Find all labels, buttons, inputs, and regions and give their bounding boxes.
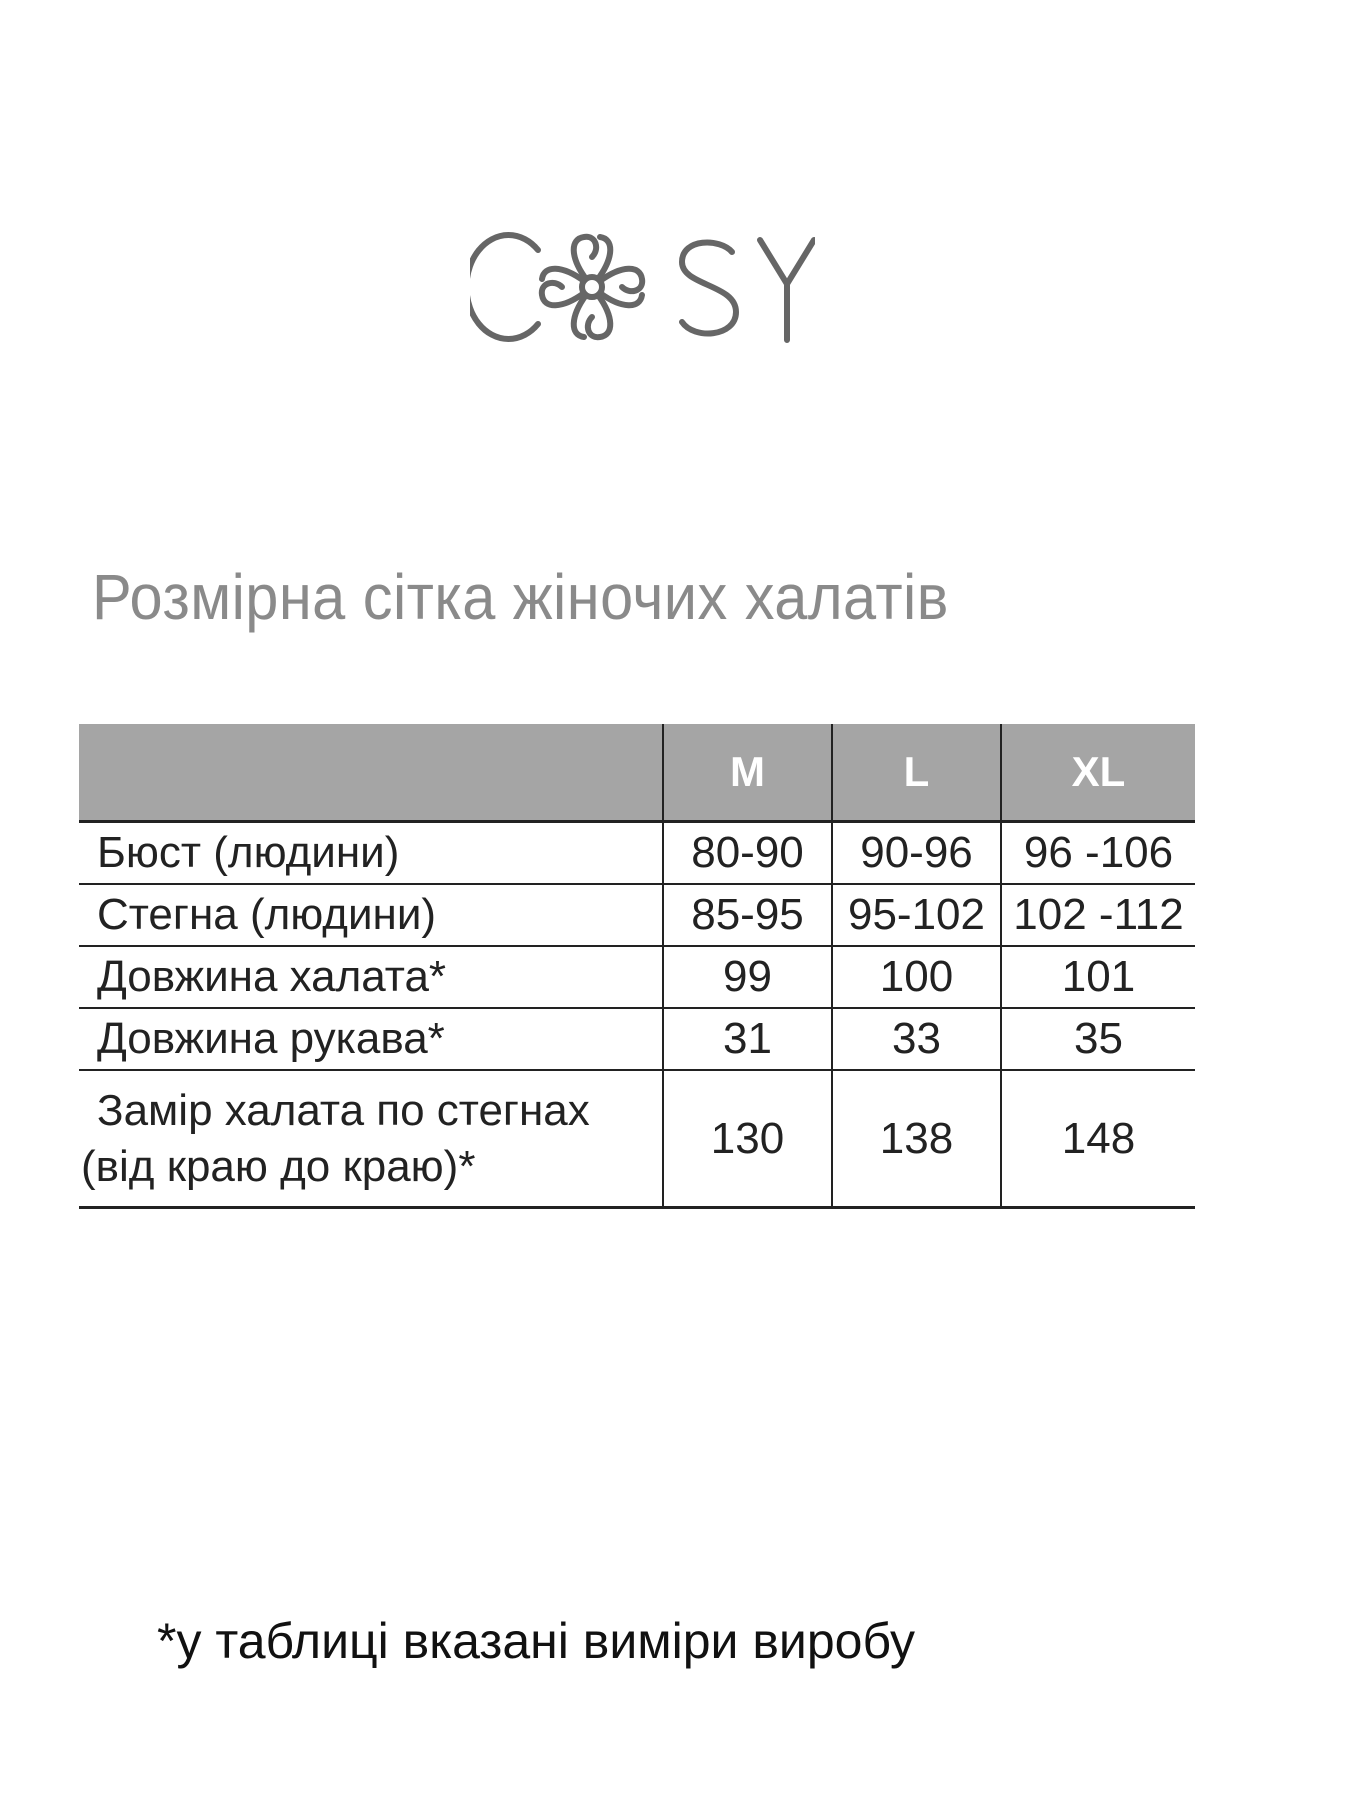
cell: 102 -112 — [1001, 884, 1195, 947]
cosy-logo — [470, 232, 815, 343]
cell: 99 — [663, 946, 833, 1009]
size-table: M L XL Бюст (людини) 80-90 90-96 96 -106… — [79, 724, 1195, 1209]
logo-letter-c — [470, 232, 541, 342]
table-row: Стегна (людини) 85-95 95-102 102 -112 — [79, 884, 1195, 947]
cell: 31 — [663, 1008, 833, 1071]
page-title: Розмірна сітка жіночих халатів — [92, 561, 949, 633]
table-row: Бюст (людини) 80-90 90-96 96 -106 — [79, 821, 1195, 885]
table-row: Довжина халата* 99 100 101 — [79, 946, 1195, 1009]
cell: 85-95 — [663, 884, 833, 947]
row-label: Замір халата по стегнах (від краю до кра… — [79, 1070, 664, 1209]
logo-letter-y — [757, 237, 815, 343]
cell: 35 — [1001, 1008, 1195, 1071]
cell: 148 — [1001, 1070, 1195, 1209]
cell: 100 — [832, 946, 1002, 1009]
header-size-l: L — [832, 724, 1002, 823]
row-label-line-1: Замір халата по стегнах — [97, 1085, 590, 1135]
row-label: Довжина халата* — [79, 946, 664, 1009]
cell: 101 — [1001, 946, 1195, 1009]
header-size-xl: XL — [1001, 724, 1195, 823]
cell: 138 — [832, 1070, 1002, 1209]
flower-knot-icon — [542, 233, 642, 337]
row-label: Довжина рукава* — [79, 1008, 664, 1071]
table-header-row: M L XL — [79, 724, 1195, 823]
row-label-line-2: (від краю до краю)* — [81, 1141, 476, 1191]
cell: 130 — [663, 1070, 833, 1209]
header-size-m: M — [663, 724, 833, 823]
table-row: Довжина рукава* 31 33 35 — [79, 1008, 1195, 1071]
header-blank — [79, 724, 664, 823]
logo-letter-s — [678, 239, 740, 337]
cell: 33 — [832, 1008, 1002, 1071]
cell: 95-102 — [832, 884, 1002, 947]
cell: 90-96 — [832, 821, 1002, 885]
row-label: Стегна (людини) — [79, 884, 664, 947]
row-label: Бюст (людини) — [79, 821, 664, 885]
table-row: Замір халата по стегнах (від краю до кра… — [79, 1070, 1195, 1209]
cell: 96 -106 — [1001, 821, 1195, 885]
cell: 80-90 — [663, 821, 833, 885]
footnote: *у таблиці вказані виміри виробу — [157, 1613, 916, 1669]
